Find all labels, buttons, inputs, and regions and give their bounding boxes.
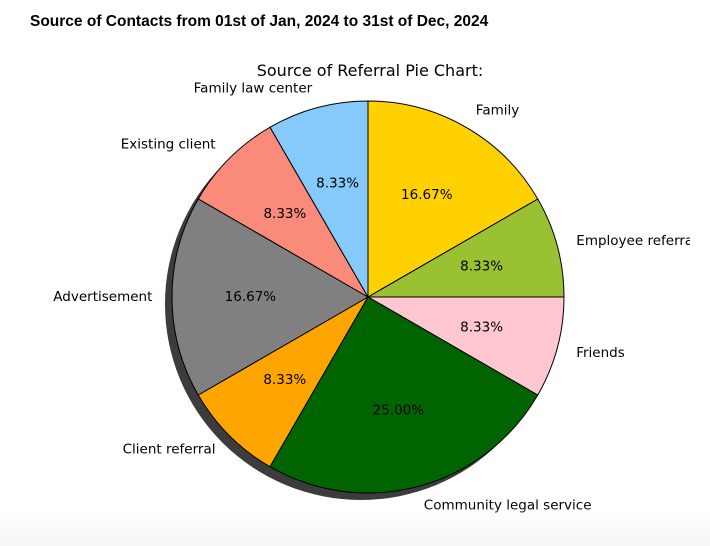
pie-slice-advertisement: [171, 198, 369, 396]
pie-slice-employee-referral: [367, 198, 565, 298]
slice-label-client-referral: Client referral: [123, 441, 216, 457]
slice-label-advertisement: Advertisement: [53, 289, 152, 305]
pct-label-advertisement: 16.67%: [225, 289, 277, 305]
pct-label-client-referral: 8.33%: [263, 372, 306, 388]
pie-slice-community-legal-service: [269, 296, 539, 494]
slice-label-community-legal-service: Community legal service: [424, 497, 592, 513]
page-heading: Source of Contacts from 01st of Jan, 202…: [30, 13, 489, 30]
slice-label-employee-referral: Employee referral: [576, 233, 690, 249]
pie-chart: Source of Referral Pie Chart: 16.67% 8.33…: [53, 61, 690, 514]
pie-slices: [171, 100, 565, 494]
pie-slice-client-referral: [197, 296, 369, 468]
pct-label-employee-referral: 8.33%: [460, 259, 503, 275]
pct-label-family: 16.67%: [401, 187, 453, 203]
pct-label-friends: 8.33%: [460, 319, 503, 335]
percent-labels: 16.67% 8.33% 8.33% 25.00% 8.33% 16.67% 8.33% 8.…: [225, 175, 504, 418]
slice-label-friends: Friends: [576, 345, 625, 361]
pie-slice-family-law-center: [269, 100, 369, 298]
category-labels: Family Employee referral Friends Community …: [53, 81, 690, 514]
pie-slice-family: [367, 100, 539, 298]
pie-slice-friends: [367, 296, 565, 396]
pct-label-existing-client: 8.33%: [263, 206, 306, 222]
pie-slice-existing-client: [197, 126, 369, 298]
slice-label-family-law-center: Family law center: [194, 81, 313, 97]
pct-label-community-legal-service: 25.00%: [373, 403, 425, 419]
pct-label-family-law-center: 8.33%: [316, 175, 359, 191]
chart-title: Source of Referral Pie Chart:: [257, 61, 484, 80]
slice-label-family: Family: [476, 102, 519, 118]
slice-label-existing-client: Existing client: [121, 137, 216, 153]
pie-chart-svg: Source of Referral Pie Chart: 16.67% 8.33…: [53, 61, 690, 514]
